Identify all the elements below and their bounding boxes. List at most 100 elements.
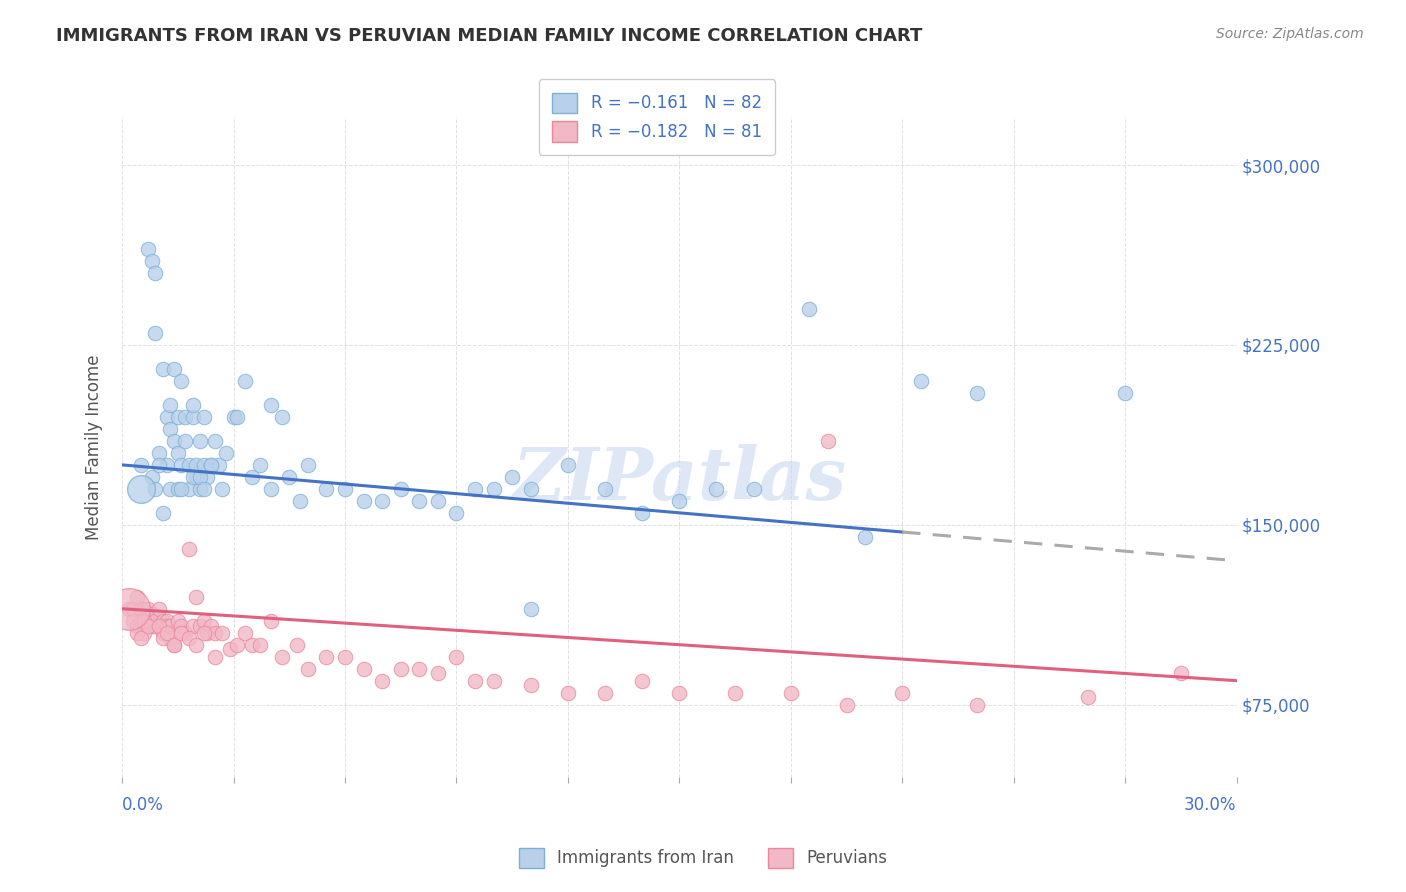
Point — [125, 618, 148, 632]
Point — [211, 482, 233, 496]
Point — [145, 618, 167, 632]
Point — [197, 625, 219, 640]
Point — [177, 458, 200, 472]
Point — [631, 506, 654, 520]
Point — [193, 458, 215, 472]
Point — [519, 678, 541, 692]
Point — [285, 638, 308, 652]
Point — [218, 642, 240, 657]
Point — [174, 409, 197, 424]
Point — [170, 625, 193, 640]
Point — [211, 625, 233, 640]
Point — [148, 458, 170, 472]
Point — [129, 458, 152, 472]
Point — [315, 649, 337, 664]
Point — [148, 446, 170, 460]
Point — [177, 541, 200, 556]
Point — [200, 458, 222, 472]
Point — [125, 590, 148, 604]
Point — [186, 590, 208, 604]
Point — [278, 470, 301, 484]
Point — [193, 614, 215, 628]
Point — [249, 458, 271, 472]
Point — [163, 434, 186, 448]
Point — [464, 673, 486, 688]
Point — [353, 662, 375, 676]
Point — [315, 482, 337, 496]
Point — [208, 458, 231, 472]
Point — [163, 638, 186, 652]
Point — [152, 631, 174, 645]
Point — [156, 618, 179, 632]
Point — [134, 625, 156, 640]
Point — [446, 649, 468, 664]
Point — [156, 409, 179, 424]
Point — [408, 662, 430, 676]
Point — [118, 601, 141, 615]
Point — [724, 686, 747, 700]
Point — [446, 506, 468, 520]
Point — [204, 625, 226, 640]
Point — [204, 434, 226, 448]
Point — [519, 601, 541, 615]
Point — [668, 493, 690, 508]
Point — [177, 482, 200, 496]
Point — [188, 434, 211, 448]
Point — [297, 662, 319, 676]
Point — [148, 618, 170, 632]
Point — [706, 482, 728, 496]
Point — [145, 326, 167, 340]
Point — [200, 458, 222, 472]
Point — [152, 506, 174, 520]
Point — [125, 625, 148, 640]
Text: 0.0%: 0.0% — [122, 796, 165, 814]
Point — [181, 398, 204, 412]
Point — [966, 386, 988, 401]
Point — [152, 614, 174, 628]
Point — [141, 254, 163, 268]
Point — [226, 409, 249, 424]
Point — [270, 409, 292, 424]
Point — [557, 686, 579, 700]
Point — [129, 631, 152, 645]
Point — [159, 482, 181, 496]
Point — [156, 458, 179, 472]
Legend: R = −0.161   N = 82, R = −0.182   N = 81: R = −0.161 N = 82, R = −0.182 N = 81 — [538, 79, 775, 155]
Point — [193, 625, 215, 640]
Point — [891, 686, 914, 700]
Point — [136, 601, 159, 615]
Point — [966, 698, 988, 712]
Point — [188, 470, 211, 484]
Point — [129, 601, 152, 615]
Point — [170, 458, 193, 472]
Point — [141, 618, 163, 632]
Point — [159, 398, 181, 412]
Point — [145, 614, 167, 628]
Point — [152, 362, 174, 376]
Point — [136, 618, 159, 632]
Point — [482, 482, 505, 496]
Point — [1170, 666, 1192, 681]
Point — [129, 614, 152, 628]
Point — [371, 673, 394, 688]
Point — [156, 625, 179, 640]
Point — [197, 470, 219, 484]
Point — [159, 631, 181, 645]
Point — [742, 482, 765, 496]
Point — [122, 601, 145, 615]
Point — [152, 625, 174, 640]
Point — [159, 422, 181, 436]
Point — [166, 614, 188, 628]
Point — [122, 614, 145, 628]
Point — [188, 482, 211, 496]
Point — [1114, 386, 1136, 401]
Point — [134, 601, 156, 615]
Point — [270, 649, 292, 664]
Point — [166, 409, 188, 424]
Point — [853, 530, 876, 544]
Point — [193, 482, 215, 496]
Point — [482, 673, 505, 688]
Point — [260, 614, 283, 628]
Point — [188, 618, 211, 632]
Text: IMMIGRANTS FROM IRAN VS PERUVIAN MEDIAN FAMILY INCOME CORRELATION CHART: IMMIGRANTS FROM IRAN VS PERUVIAN MEDIAN … — [56, 27, 922, 45]
